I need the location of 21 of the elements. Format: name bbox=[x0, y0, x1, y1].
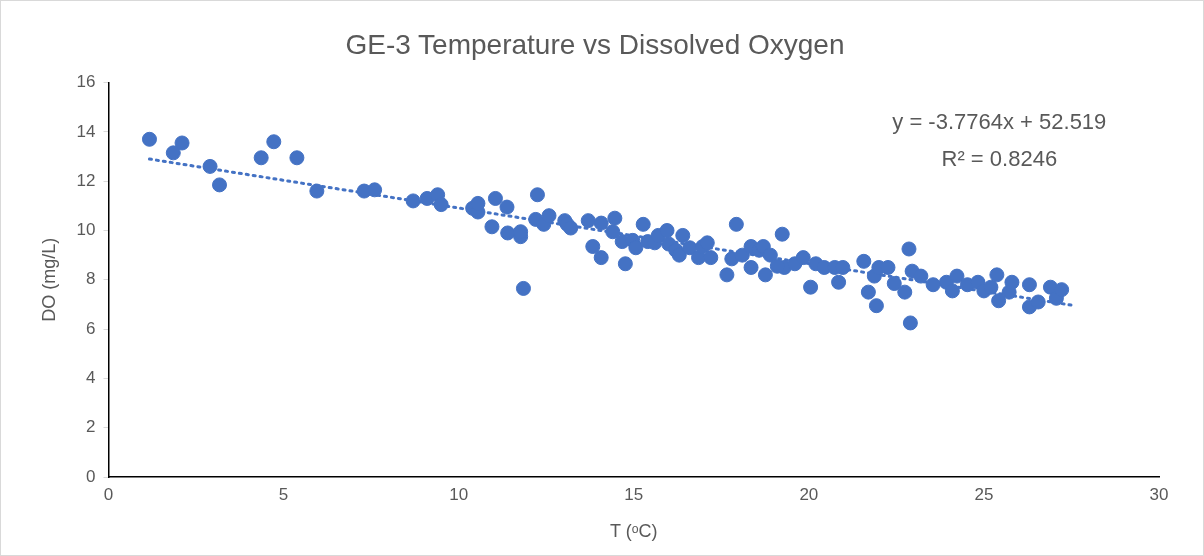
y-tick-label: 0 bbox=[86, 466, 96, 486]
y-tick-label: 12 bbox=[76, 170, 96, 190]
x-tick-label: 25 bbox=[974, 484, 994, 504]
y-tick-label: 8 bbox=[86, 269, 96, 289]
annotation: y = -3.7764x + 52.519 bbox=[892, 108, 1107, 134]
x-tick-label: 15 bbox=[624, 484, 644, 504]
x-tick-label: 10 bbox=[449, 484, 469, 504]
y-tick-label: 14 bbox=[76, 121, 96, 141]
x-axis-title: T (ᵒC) bbox=[610, 521, 658, 542]
x-tick-label: 0 bbox=[103, 484, 114, 504]
x-tick-label: 30 bbox=[1149, 484, 1169, 504]
y-tick-label: 6 bbox=[86, 318, 96, 338]
y-tick-label: 10 bbox=[76, 220, 96, 240]
y-tick-label: 4 bbox=[86, 368, 96, 388]
chart-title: GE-3 Temperature vs Dissolved Oxygen bbox=[345, 28, 845, 60]
y-axis-title: DO (mg/L) bbox=[38, 237, 59, 322]
x-tick-label: 20 bbox=[799, 484, 819, 504]
x-tick-label: 5 bbox=[278, 484, 289, 504]
y-tick-label: 2 bbox=[86, 417, 96, 437]
annotation: R² = 0.8246 bbox=[941, 145, 1058, 171]
y-tick-label: 16 bbox=[76, 72, 96, 92]
